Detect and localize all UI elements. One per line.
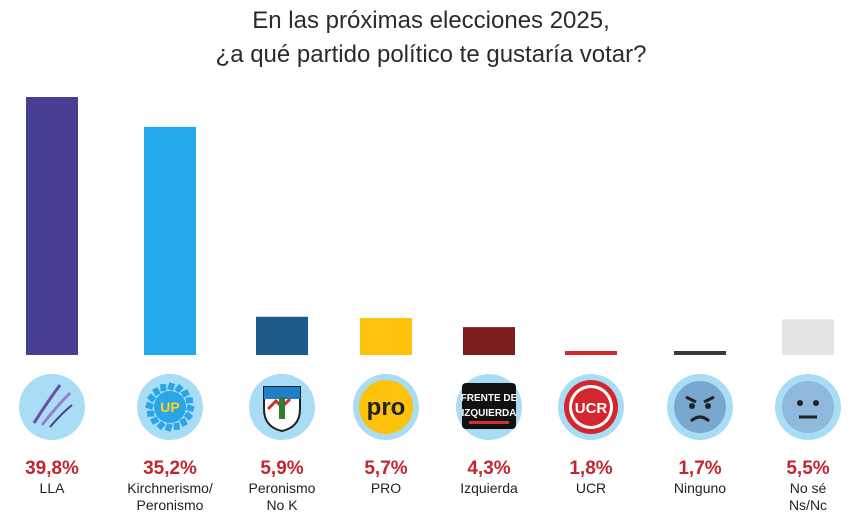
category-label-3: Peronismo bbox=[249, 480, 316, 496]
category-label-1: LLA bbox=[40, 480, 66, 496]
category-label-7: Ninguno bbox=[674, 480, 726, 496]
bar-1 bbox=[26, 97, 78, 355]
value-label-3: 5,9% bbox=[260, 458, 303, 479]
neutral-face-icon bbox=[775, 374, 841, 440]
sun-core bbox=[154, 391, 186, 423]
fit-logo-text-2: IZQUIERDA bbox=[462, 408, 517, 419]
feather-stroke bbox=[32, 384, 62, 424]
value-label-8: 5,5% bbox=[786, 458, 829, 479]
chart-title: En las próximas elecciones 2025, ¿a qué … bbox=[0, 4, 862, 72]
category-label-4: PRO bbox=[371, 480, 401, 496]
angry-face-icon bbox=[667, 374, 733, 440]
category-label-8: No sé bbox=[790, 480, 827, 496]
fit-stripe bbox=[469, 421, 509, 424]
ucr-logo-text: UCR bbox=[575, 400, 608, 417]
fit-logo-text-1: FRENTE DE bbox=[461, 393, 518, 404]
value-label-4: 5,7% bbox=[364, 458, 407, 479]
right-eye bbox=[813, 400, 819, 406]
bar-4 bbox=[360, 318, 412, 355]
lla-logo-icon bbox=[19, 374, 85, 440]
up-logo-text: UP bbox=[160, 399, 179, 415]
face bbox=[782, 381, 834, 433]
category-label-2: Peronismo bbox=[137, 497, 204, 513]
peronismo-shield-icon bbox=[249, 374, 315, 440]
value-label-2: 35,2% bbox=[143, 458, 197, 479]
category-label-2: Kirchnerismo/ bbox=[127, 480, 213, 496]
right-eye bbox=[705, 403, 711, 409]
left-eye bbox=[797, 400, 803, 406]
right-brow bbox=[703, 395, 715, 404]
feather-stroke bbox=[40, 391, 72, 426]
bar-5 bbox=[463, 327, 515, 355]
value-label-1: 39,8% bbox=[25, 458, 79, 479]
category-label-3: No K bbox=[266, 497, 298, 513]
pro-logo-icon: pro bbox=[353, 374, 419, 440]
up-logo-icon: UP bbox=[137, 374, 203, 440]
bar-6 bbox=[565, 351, 617, 355]
fit-box bbox=[462, 383, 516, 429]
face bbox=[674, 381, 726, 433]
value-label-5: 4,3% bbox=[467, 458, 510, 479]
bar-7 bbox=[674, 351, 726, 355]
ucr-logo-icon: UCR bbox=[558, 374, 624, 440]
shield-pole bbox=[279, 397, 285, 419]
ucr-inner bbox=[572, 388, 610, 426]
shield-top bbox=[264, 387, 300, 399]
category-label-5: Izquierda bbox=[460, 480, 518, 496]
frente-izquierda-logo-icon: FRENTE DE IZQUIERDA bbox=[456, 374, 522, 440]
frown bbox=[690, 415, 710, 423]
chart-title-line-1: En las próximas elecciones 2025, bbox=[252, 7, 610, 34]
category-label-8: Ns/Nc bbox=[789, 497, 827, 513]
sun-rays bbox=[145, 382, 195, 432]
bar-3 bbox=[256, 316, 308, 355]
feather-stroke bbox=[49, 404, 73, 428]
chart-title-line-2: ¿a qué partido político te gustaría vota… bbox=[215, 41, 647, 68]
category-label-6: UCR bbox=[576, 480, 606, 496]
left-brow bbox=[685, 395, 697, 404]
pro-circle bbox=[359, 380, 413, 434]
pro-logo-text: pro bbox=[367, 394, 406, 421]
left-eye bbox=[689, 403, 695, 409]
icon-circle bbox=[19, 374, 85, 440]
bar-2 bbox=[144, 126, 196, 355]
bar-8 bbox=[782, 319, 834, 355]
value-label-7: 1,7% bbox=[678, 458, 721, 479]
value-label-6: 1,8% bbox=[569, 458, 612, 479]
